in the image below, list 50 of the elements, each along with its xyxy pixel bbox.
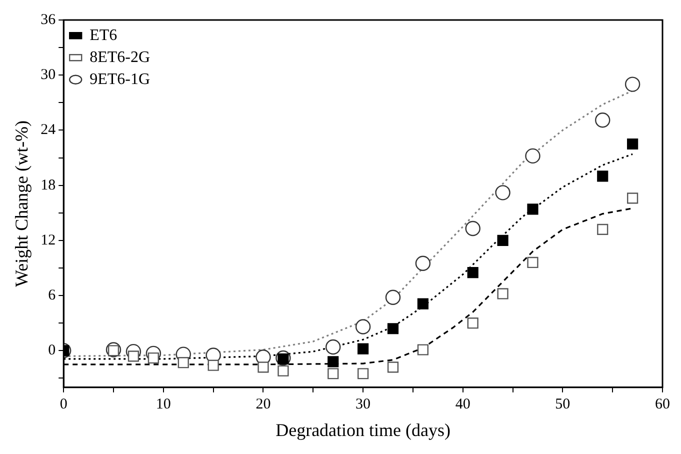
point (358, 368, 369, 380)
point (385, 290, 401, 305)
x-tick-label: 40 (455, 396, 470, 412)
point (328, 368, 339, 380)
point (326, 339, 341, 355)
x-axis-title: Degradation time (days) (276, 420, 451, 440)
point (387, 323, 399, 334)
point (595, 112, 610, 128)
point (465, 220, 480, 236)
legend-label: 9ET6-1G (90, 70, 150, 88)
point (597, 224, 608, 235)
x-tick-label: 20 (256, 396, 271, 412)
point (208, 360, 219, 371)
point (178, 357, 189, 368)
y-axis-title: Weight Change (wt-%) (12, 120, 32, 287)
point (525, 148, 540, 164)
x-tick-label: 60 (655, 396, 670, 412)
point (415, 256, 431, 272)
x-tick-label: 30 (356, 396, 371, 412)
legend-label: ET6 (90, 26, 118, 44)
point (387, 362, 399, 373)
point (328, 356, 339, 368)
x-tick-label: 50 (555, 396, 570, 412)
y-tick-label: 36 (40, 12, 56, 28)
point (497, 234, 508, 246)
x-tick-label: 0 (60, 396, 68, 412)
point (627, 192, 638, 204)
x-tick-label: 10 (156, 396, 171, 412)
point (417, 344, 428, 356)
y-tick-label: 0 (48, 342, 56, 359)
point (597, 170, 608, 182)
y-tick-label: 12 (40, 232, 56, 248)
point (278, 365, 289, 376)
point (355, 319, 371, 334)
point (527, 204, 538, 215)
point (258, 362, 269, 373)
point (467, 318, 478, 329)
y-tick-label: 30 (40, 67, 56, 84)
y-tick-label: 18 (40, 177, 56, 194)
point (495, 185, 510, 200)
legend-label: 8ET6-2G (90, 48, 150, 66)
point (497, 288, 508, 300)
point (627, 138, 638, 150)
point (417, 298, 428, 310)
point (358, 343, 369, 354)
point (624, 76, 640, 92)
point (467, 267, 478, 278)
y-tick-label: 6 (48, 287, 56, 304)
y-tick-label: 24 (40, 122, 56, 138)
point (527, 256, 538, 268)
